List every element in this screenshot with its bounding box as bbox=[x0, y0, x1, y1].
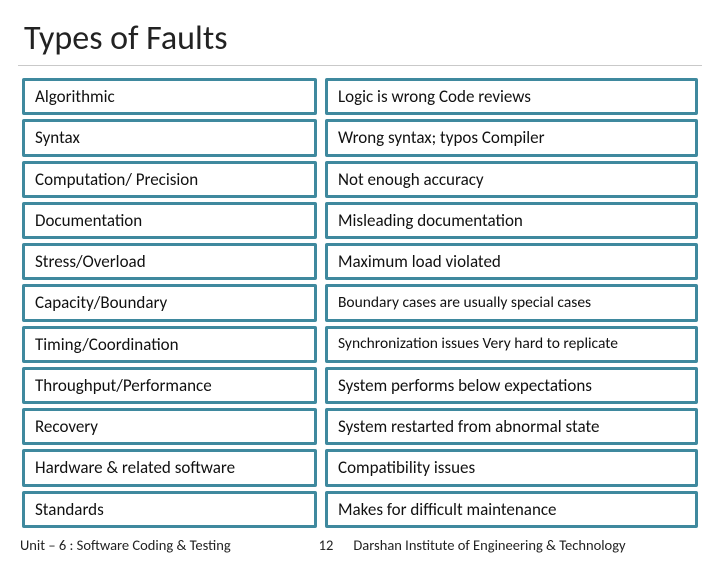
table-row: Stress/OverloadMaximum load violated bbox=[22, 243, 698, 280]
table-row: Computation/ PrecisionNot enough accurac… bbox=[22, 161, 698, 198]
table-row: DocumentationMisleading documentation bbox=[22, 202, 698, 239]
table-row: StandardsMakes for difficult maintenance bbox=[22, 491, 698, 528]
slide: Types of Faults AlgorithmicLogic is wron… bbox=[0, 0, 720, 540]
faults-table: AlgorithmicLogic is wrong Code reviewsSy… bbox=[18, 78, 702, 528]
fault-description-cell: Synchronization issues Very hard to repl… bbox=[325, 326, 698, 363]
page-title: Types of Faults bbox=[18, 18, 702, 66]
fault-description-cell: System restarted from abnormal state bbox=[325, 408, 698, 445]
table-row: SyntaxWrong syntax; typos Compiler bbox=[22, 119, 698, 156]
table-row: AlgorithmicLogic is wrong Code reviews bbox=[22, 78, 698, 115]
table-row: RecoverySystem restarted from abnormal s… bbox=[22, 408, 698, 445]
fault-type-cell: Stress/Overload bbox=[22, 243, 317, 280]
fault-type-cell: Documentation bbox=[22, 202, 317, 239]
fault-type-cell: Capacity/Boundary bbox=[22, 284, 317, 321]
table-row: Hardware & related softwareCompatibility… bbox=[22, 449, 698, 486]
footer-institute: Darshan Institute of Engineering & Techn… bbox=[353, 536, 700, 554]
fault-description-cell: Boundary cases are usually special cases bbox=[325, 284, 698, 321]
fault-type-cell: Hardware & related software bbox=[22, 449, 317, 486]
table-row: Throughput/PerformanceSystem performs be… bbox=[22, 367, 698, 404]
table-row: Capacity/BoundaryBoundary cases are usua… bbox=[22, 284, 698, 321]
fault-type-cell: Recovery bbox=[22, 408, 317, 445]
footer-unit: Unit – 6 : Software Coding & Testing bbox=[20, 536, 231, 554]
fault-description-cell: Misleading documentation bbox=[325, 202, 698, 239]
table-row: Timing/CoordinationSynchronization issue… bbox=[22, 326, 698, 363]
fault-type-cell: Throughput/Performance bbox=[22, 367, 317, 404]
fault-description-cell: Compatibility issues bbox=[325, 449, 698, 486]
fault-type-cell: Standards bbox=[22, 491, 317, 528]
fault-description-cell: Not enough accuracy bbox=[325, 161, 698, 198]
footer-page-number: 12 bbox=[319, 536, 334, 554]
fault-description-cell: Wrong syntax; typos Compiler bbox=[325, 119, 698, 156]
footer: Unit – 6 : Software Coding & Testing 12 … bbox=[18, 528, 702, 562]
fault-type-cell: Algorithmic bbox=[22, 78, 317, 115]
fault-description-cell: Makes for difficult maintenance bbox=[325, 491, 698, 528]
fault-description-cell: Logic is wrong Code reviews bbox=[325, 78, 698, 115]
fault-description-cell: Maximum load violated bbox=[325, 243, 698, 280]
fault-description-cell: System performs below expectations bbox=[325, 367, 698, 404]
fault-type-cell: Syntax bbox=[22, 119, 317, 156]
fault-type-cell: Timing/Coordination bbox=[22, 326, 317, 363]
fault-type-cell: Computation/ Precision bbox=[22, 161, 317, 198]
